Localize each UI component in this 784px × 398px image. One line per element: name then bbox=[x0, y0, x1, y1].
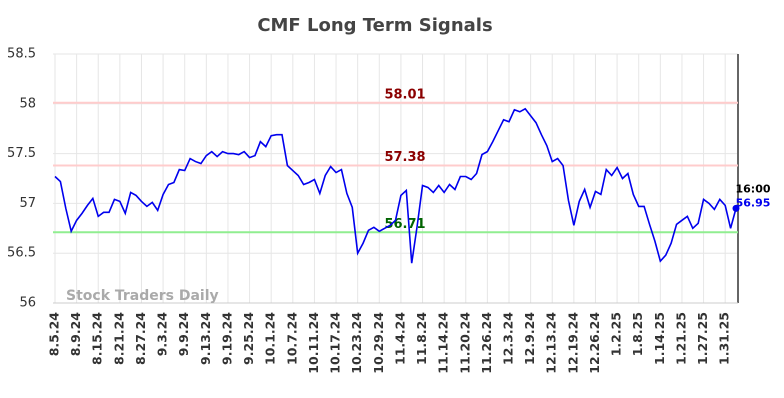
x-tick-label: 11.26.24 bbox=[479, 312, 494, 374]
x-tick-label: 1.2.25 bbox=[609, 312, 624, 356]
x-tick-label: 12.9.24 bbox=[522, 312, 537, 365]
last-point bbox=[732, 204, 740, 212]
x-tick-label: 8.27.24 bbox=[133, 312, 148, 365]
x-tick-label: 9.19.24 bbox=[219, 312, 234, 365]
x-tick-label: 10.11.24 bbox=[306, 312, 321, 374]
y-tick-label: 57.5 bbox=[7, 146, 36, 161]
x-tick-label: 1.31.25 bbox=[717, 312, 732, 365]
y-tick-label: 57 bbox=[19, 196, 36, 211]
x-tick-label: 12.26.24 bbox=[587, 312, 602, 374]
reference-label: 57.38 bbox=[384, 150, 425, 165]
x-tick-label: 9.9.24 bbox=[176, 312, 191, 357]
x-tick-label: 12.3.24 bbox=[501, 312, 516, 365]
x-tick-label: 11.4.24 bbox=[392, 312, 407, 365]
y-tick-label: 56.5 bbox=[7, 246, 36, 261]
x-tick-label: 9.13.24 bbox=[198, 312, 213, 365]
x-tick-label: 1.14.25 bbox=[652, 312, 667, 365]
x-tick-label: 10.1.24 bbox=[263, 312, 278, 365]
x-tick-label: 10.7.24 bbox=[284, 312, 299, 365]
x-tick-label: 8.5.24 bbox=[47, 312, 62, 357]
x-tick-label: 11.14.24 bbox=[436, 312, 451, 374]
x-tick-label: 1.8.25 bbox=[630, 312, 645, 356]
last-value-label: 56.95 bbox=[736, 196, 771, 209]
y-tick-label: 58.5 bbox=[7, 47, 36, 62]
x-tick-label: 8.21.24 bbox=[111, 312, 126, 365]
y-tick-label: 56 bbox=[19, 296, 36, 311]
x-tick-label: 1.27.25 bbox=[695, 312, 710, 365]
x-tick-label: 12.19.24 bbox=[565, 312, 580, 374]
x-tick-label: 12.13.24 bbox=[544, 312, 559, 374]
x-tick-label: 8.9.24 bbox=[68, 312, 83, 357]
y-tick-label: 58 bbox=[19, 96, 36, 111]
x-tick-label: 9.3.24 bbox=[155, 312, 170, 357]
x-tick-label: 11.8.24 bbox=[414, 312, 429, 365]
reference-label: 58.01 bbox=[384, 87, 425, 102]
time-label: 16:00 bbox=[735, 182, 770, 195]
x-tick-label: 10.17.24 bbox=[328, 312, 343, 374]
chart-title: CMF Long Term Signals bbox=[257, 15, 492, 36]
watermark: Stock Traders Daily bbox=[66, 288, 219, 304]
x-tick-label: 11.20.24 bbox=[457, 312, 472, 374]
x-tick-label: 9.25.24 bbox=[241, 312, 256, 365]
price-line bbox=[54, 107, 737, 264]
x-tick-label: 1.21.25 bbox=[673, 312, 688, 365]
x-tick-label: 10.29.24 bbox=[371, 312, 386, 374]
x-tick-label: 10.23.24 bbox=[349, 312, 364, 374]
x-tick-label: 8.15.24 bbox=[90, 312, 105, 365]
